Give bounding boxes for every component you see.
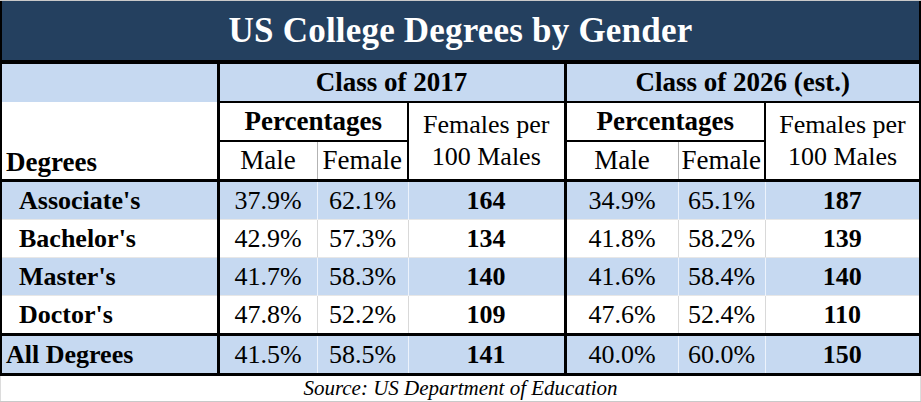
- value-cell: 41.7%: [218, 258, 317, 296]
- value-cell: 57.3%: [317, 220, 408, 258]
- row-label: Associate's: [2, 181, 218, 220]
- row-label: Bachelor's: [2, 220, 218, 258]
- value-cell: 109: [408, 296, 565, 335]
- corner-blank-cell: [2, 64, 218, 102]
- female-header-2026: Female: [678, 141, 765, 181]
- table-row-masters: Master's 41.7% 58.3% 140 41.6% 58.4% 140: [2, 258, 919, 296]
- group-header-row: Class of 2017 Class of 2026 (est.): [2, 64, 919, 102]
- value-cell: 58.2%: [678, 220, 765, 258]
- male-header-2026: Male: [565, 141, 678, 181]
- table-row-doctors: Doctor's 47.8% 52.2% 109 47.6% 52.4% 110: [2, 296, 919, 335]
- value-cell: 52.2%: [317, 296, 408, 335]
- value-cell: 65.1%: [678, 181, 765, 220]
- value-cell: 164: [408, 181, 565, 220]
- value-cell: 140: [408, 258, 565, 296]
- value-cell: 41.5%: [218, 335, 317, 374]
- value-cell: 42.9%: [218, 220, 317, 258]
- value-cell: 52.4%: [678, 296, 765, 335]
- value-cell: 60.0%: [678, 335, 765, 374]
- degrees-table-sheet: US College Degrees by Gender Class of 20…: [0, 0, 921, 402]
- row-label: Master's: [2, 258, 218, 296]
- percentages-header-2017: Percentages: [218, 102, 408, 141]
- bordered-table: US College Degrees by Gender Class of 20…: [0, 1, 921, 376]
- value-cell: 58.3%: [317, 258, 408, 296]
- percentages-header-2026: Percentages: [565, 102, 765, 141]
- value-cell: 41.8%: [565, 220, 678, 258]
- male-header-2017: Male: [218, 141, 317, 181]
- value-cell: 41.6%: [565, 258, 678, 296]
- row-label: All Degrees: [2, 335, 218, 374]
- source-note: Source: US Department of Education: [0, 376, 921, 401]
- table-row-all-degrees: All Degrees 41.5% 58.5% 141 40.0% 60.0% …: [2, 335, 919, 374]
- females-per-header-2017: Females per 100 Males: [408, 102, 565, 181]
- value-cell: 37.9%: [218, 181, 317, 220]
- column-header-degrees: Degrees: [2, 102, 218, 181]
- value-cell: 40.0%: [565, 335, 678, 374]
- value-cell: 47.6%: [565, 296, 678, 335]
- value-cell: 58.5%: [317, 335, 408, 374]
- value-cell: 58.4%: [678, 258, 765, 296]
- value-cell: 62.1%: [317, 181, 408, 220]
- value-cell: 141: [408, 335, 565, 374]
- females-per-header-2026: Females per 100 Males: [765, 102, 919, 181]
- value-cell: 34.9%: [565, 181, 678, 220]
- subheader-row-1: Degrees Percentages Females per 100 Male…: [2, 102, 919, 141]
- degrees-table: Class of 2017 Class of 2026 (est.) Degre…: [2, 64, 919, 373]
- group-header-2026: Class of 2026 (est.): [565, 64, 919, 102]
- table-row-bachelors: Bachelor's 42.9% 57.3% 134 41.8% 58.2% 1…: [2, 220, 919, 258]
- value-cell: 140: [765, 258, 919, 296]
- value-cell: 150: [765, 335, 919, 374]
- value-cell: 134: [408, 220, 565, 258]
- table-row-associates: Associate's 37.9% 62.1% 164 34.9% 65.1% …: [2, 181, 919, 220]
- value-cell: 47.8%: [218, 296, 317, 335]
- page-title: US College Degrees by Gender: [2, 1, 919, 64]
- female-header-2017: Female: [317, 141, 408, 181]
- row-label: Doctor's: [2, 296, 218, 335]
- value-cell: 110: [765, 296, 919, 335]
- value-cell: 187: [765, 181, 919, 220]
- value-cell: 139: [765, 220, 919, 258]
- group-header-2017: Class of 2017: [218, 64, 565, 102]
